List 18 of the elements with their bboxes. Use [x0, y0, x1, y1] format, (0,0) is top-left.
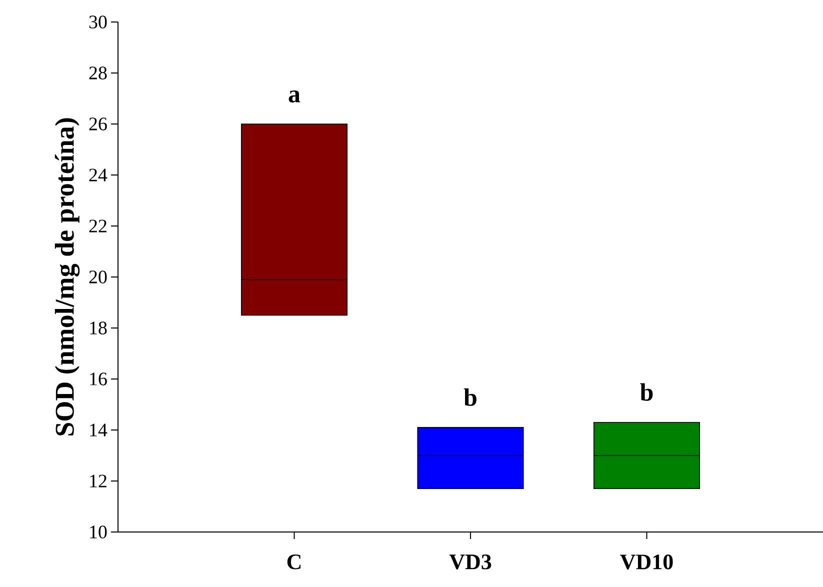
- annotation: b: [464, 388, 476, 406]
- x-tick-label: C: [287, 554, 301, 570]
- y-tick-label: 14: [90, 424, 108, 436]
- y-tick-label: 12: [90, 474, 106, 488]
- y-axis-title: SOD (nmol/mg de proteína): [54, 118, 80, 436]
- y-tick-label: 30: [89, 16, 107, 28]
- annotation: b: [640, 383, 653, 401]
- x-tick-label: VD10: [620, 554, 673, 570]
- y-tick-label: 20: [89, 270, 107, 284]
- y-tick-label: 26: [89, 118, 107, 130]
- x-tick-label: VD3: [449, 554, 492, 570]
- y-tick-label: 22: [89, 220, 106, 232]
- y-tick-label: 24: [89, 168, 108, 182]
- y-tick-label: 28: [89, 66, 107, 80]
- y-tick-label: 18: [90, 322, 107, 334]
- y-tick-label: 16: [90, 372, 107, 386]
- annotation: a: [288, 90, 300, 102]
- y-tick-label: 10: [90, 526, 107, 538]
